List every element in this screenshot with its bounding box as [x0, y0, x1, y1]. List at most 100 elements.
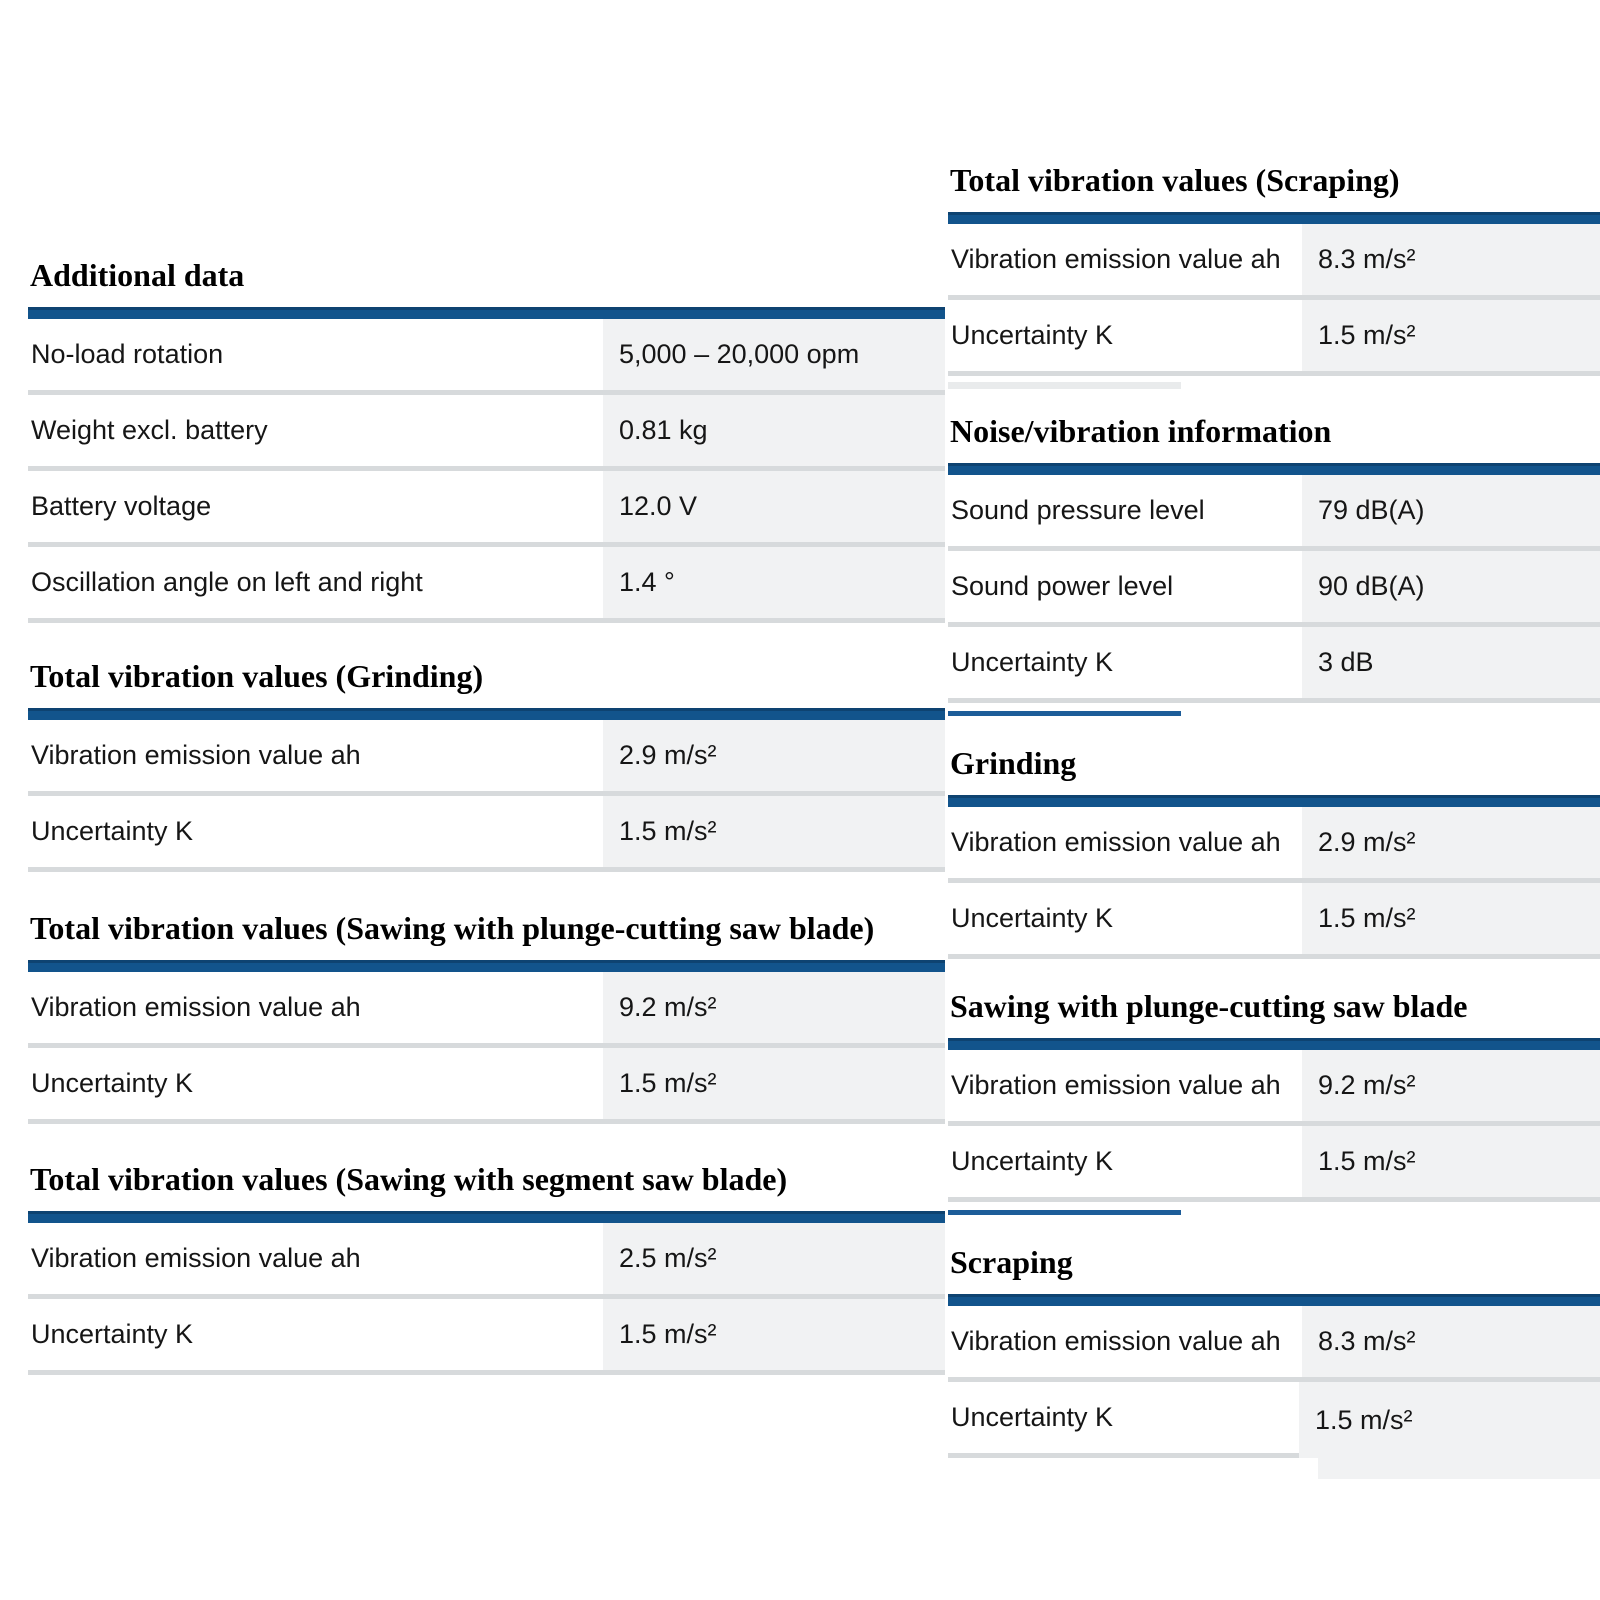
table-row: Uncertainty K 1.5 m/s² [948, 1382, 1600, 1458]
value-column-tail [1318, 1458, 1600, 1479]
spec-rows: Vibration emission value ah 2.9 m/s² Unc… [28, 720, 945, 872]
section-accent-bar [948, 795, 1600, 807]
spec-rows: Vibration emission value ah 8.3 m/s² Unc… [948, 1306, 1600, 1479]
section-title: Additional data [30, 257, 245, 293]
section-vibration-plunge-saw: Total vibration values (Sawing with plun… [28, 908, 945, 1124]
spec-value: 9.2 m/s² [1302, 1050, 1600, 1121]
table-row: Battery voltage 12.0 V [28, 471, 945, 547]
table-row: Vibration emission value ah 8.3 m/s² [948, 224, 1600, 300]
spec-rows: Vibration emission value ah 8.3 m/s² Unc… [948, 224, 1600, 376]
section-noise-vibration-info: Noise/vibration information Sound pressu… [948, 411, 1600, 716]
table-row: Uncertainty K 1.5 m/s² [948, 883, 1600, 959]
table-row: Sound power level 90 dB(A) [948, 551, 1600, 627]
spec-value: 1.5 m/s² [1302, 300, 1600, 371]
spec-value: 9.2 m/s² [603, 972, 945, 1043]
table-row: Vibration emission value ah 2.9 m/s² [28, 720, 945, 796]
spec-label: Vibration emission value ah [28, 972, 603, 1043]
spec-label: Battery voltage [28, 471, 603, 542]
section-accent-bar [948, 463, 1600, 475]
section-grinding: Grinding Vibration emission value ah 2.9… [948, 743, 1600, 959]
section-accent-bar [948, 1294, 1600, 1306]
spec-value: 8.3 m/s² [1302, 1306, 1600, 1377]
section-accent-bar [948, 1038, 1600, 1050]
spec-rows: No-load rotation 5,000 – 20,000 opm Weig… [28, 319, 945, 623]
spec-value: 1.5 m/s² [1302, 1126, 1600, 1197]
section-underline-bar [948, 711, 1181, 716]
table-row: Vibration emission value ah 2.5 m/s² [28, 1223, 945, 1299]
spec-label: Vibration emission value ah [28, 720, 603, 791]
table-row: Uncertainty K 1.5 m/s² [28, 1048, 945, 1124]
spec-label: Uncertainty K [948, 300, 1302, 371]
spec-value: 1.5 m/s² [603, 796, 945, 867]
spec-value: 1.4 ° [603, 547, 945, 618]
spec-label: Vibration emission value ah [948, 1050, 1302, 1121]
spec-label: Sound pressure level [948, 475, 1302, 546]
table-row: Oscillation angle on left and right 1.4 … [28, 547, 945, 623]
section-sawing-plunge: Sawing with plunge-cutting saw blade Vib… [948, 986, 1600, 1215]
section-title: Total vibration values (Sawing with segm… [30, 1161, 788, 1197]
spec-value: 1.5 m/s² [1302, 883, 1600, 954]
spec-value: 1.5 m/s² [603, 1299, 945, 1370]
spec-label: Sound power level [948, 551, 1302, 622]
section-title: Total vibration values (Scraping) [950, 162, 1400, 198]
spec-value: 1.5 m/s² [1299, 1382, 1600, 1458]
section-vibration-segment-saw: Total vibration values (Sawing with segm… [28, 1159, 945, 1375]
spec-label: Vibration emission value ah [948, 1306, 1302, 1377]
table-row: Uncertainty K 1.5 m/s² [948, 1126, 1600, 1202]
table-row: Uncertainty K 1.5 m/s² [28, 1299, 945, 1375]
section-title: Sawing with plunge-cutting saw blade [950, 988, 1468, 1024]
section-title: Noise/vibration information [950, 413, 1332, 449]
section-title: Grinding [950, 745, 1077, 781]
spec-value: 0.81 kg [603, 395, 945, 466]
spec-value: 12.0 V [603, 471, 945, 542]
spec-label: Uncertainty K [948, 627, 1302, 698]
spec-column-left: Additional data No-load rotation 5,000 –… [28, 255, 945, 1375]
section-underline-bar [948, 382, 1181, 389]
spec-value: 2.9 m/s² [603, 720, 945, 791]
spec-label: Oscillation angle on left and right [28, 547, 603, 618]
table-row: Vibration emission value ah 9.2 m/s² [948, 1050, 1600, 1126]
spec-label: Uncertainty K [948, 1126, 1302, 1197]
section-title: Total vibration values (Sawing with plun… [30, 910, 875, 946]
table-row: Uncertainty K 1.5 m/s² [948, 300, 1600, 376]
spec-value: 1.5 m/s² [603, 1048, 945, 1119]
section-scraping: Scraping Vibration emission value ah 8.3… [948, 1242, 1600, 1479]
spec-value: 8.3 m/s² [1302, 224, 1600, 295]
spec-label: Uncertainty K [948, 1382, 1299, 1458]
spec-rows: Vibration emission value ah 2.5 m/s² Unc… [28, 1223, 945, 1375]
spec-label: Uncertainty K [28, 796, 603, 867]
spec-label: Weight excl. battery [28, 395, 603, 466]
spec-value: 3 dB [1302, 627, 1600, 698]
section-accent-bar [28, 1211, 945, 1223]
section-vibration-scraping: Total vibration values (Scraping) Vibrat… [948, 160, 1600, 389]
section-title: Total vibration values (Grinding) [30, 658, 484, 694]
section-underline-bar [948, 1210, 1181, 1215]
spec-label: Vibration emission value ah [948, 224, 1302, 295]
table-row: Weight excl. battery 0.81 kg [28, 395, 945, 471]
section-vibration-grinding: Total vibration values (Grinding) Vibrat… [28, 656, 945, 872]
table-row: Vibration emission value ah 2.9 m/s² [948, 807, 1600, 883]
section-accent-bar [28, 960, 945, 972]
spec-value: 90 dB(A) [1302, 551, 1600, 622]
spec-rows: Vibration emission value ah 9.2 m/s² Unc… [28, 972, 945, 1124]
spec-label: Vibration emission value ah [28, 1223, 603, 1294]
spec-label: Vibration emission value ah [948, 807, 1302, 878]
table-row: Vibration emission value ah 9.2 m/s² [28, 972, 945, 1048]
spec-label: Uncertainty K [28, 1299, 603, 1370]
spec-value: 5,000 – 20,000 opm [603, 319, 945, 390]
section-title: Scraping [950, 1244, 1073, 1280]
spec-value: 79 dB(A) [1302, 475, 1600, 546]
section-additional-data: Additional data No-load rotation 5,000 –… [28, 255, 945, 623]
spec-value: 2.5 m/s² [603, 1223, 945, 1294]
spec-rows: Vibration emission value ah 2.9 m/s² Unc… [948, 807, 1600, 959]
table-row: Uncertainty K 3 dB [948, 627, 1600, 703]
spec-rows: Sound pressure level 79 dB(A) Sound powe… [948, 475, 1600, 703]
section-accent-bar [948, 212, 1600, 224]
spec-column-right: Total vibration values (Scraping) Vibrat… [948, 160, 1600, 1479]
table-row: Vibration emission value ah 8.3 m/s² [948, 1306, 1600, 1382]
section-accent-bar [28, 708, 945, 720]
table-row: Sound pressure level 79 dB(A) [948, 475, 1600, 551]
spec-label: No-load rotation [28, 319, 603, 390]
table-row: No-load rotation 5,000 – 20,000 opm [28, 319, 945, 395]
section-accent-bar [28, 307, 945, 319]
